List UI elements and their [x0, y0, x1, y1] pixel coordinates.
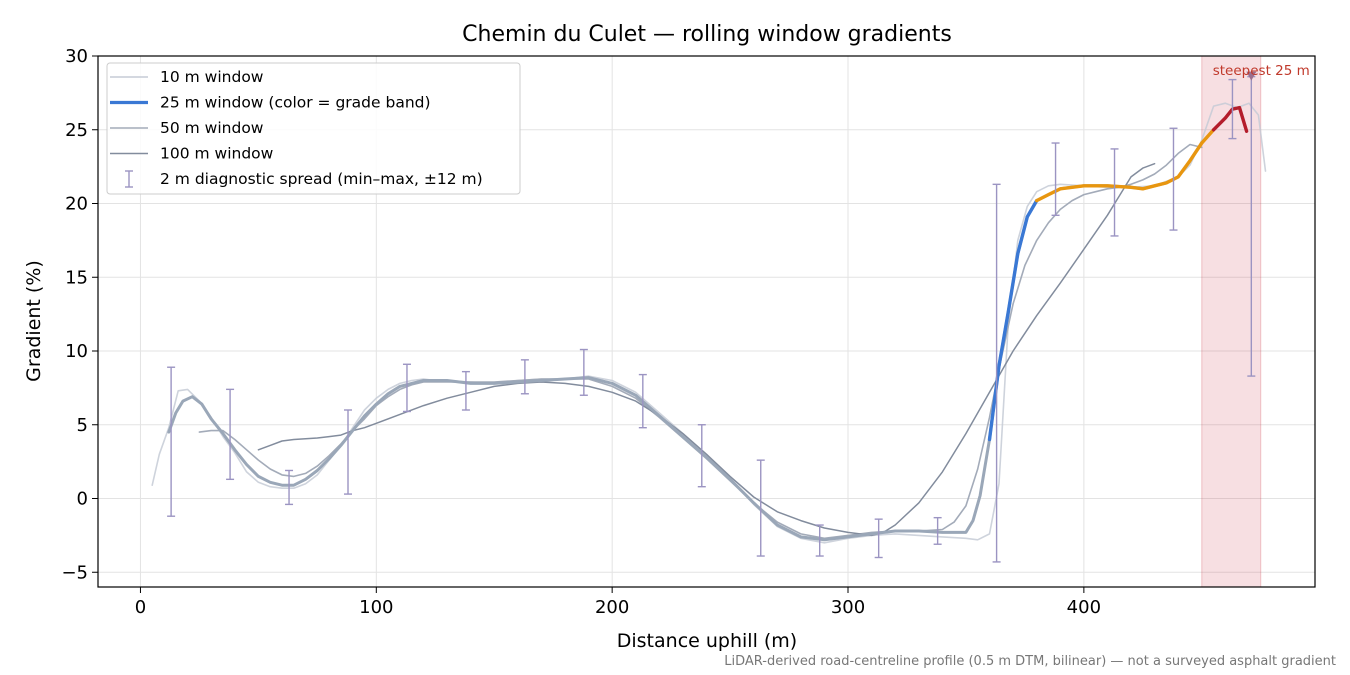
- legend-label: 100 m window: [160, 145, 274, 163]
- error-bar: [756, 459, 765, 557]
- x-tick-label: 400: [1067, 597, 1101, 618]
- error-bar: [697, 424, 706, 488]
- y-tick-label: −5: [61, 562, 88, 583]
- error-bar: [874, 518, 883, 559]
- y-tick-label: 15: [65, 267, 88, 288]
- error-bar: [933, 516, 942, 545]
- legend-item: 50 m window: [110, 119, 264, 137]
- legend-label: 50 m window: [160, 119, 264, 137]
- legend-label: 25 m window (color = grade band): [160, 94, 431, 112]
- error-bar: [1169, 127, 1178, 231]
- legend-item: 25 m window (color = grade band): [110, 94, 431, 112]
- error-bar: [226, 388, 235, 481]
- legend-label: 10 m window: [160, 68, 264, 86]
- error-bar: [344, 409, 353, 495]
- legend-item: 100 m window: [110, 145, 274, 163]
- errorbar-layer: [167, 75, 1256, 563]
- error-bar: [285, 469, 294, 506]
- error-bar: [402, 363, 411, 413]
- y-axis-title: Gradient (%): [23, 260, 45, 382]
- annotation-layer: steepest 25 m: [1213, 63, 1310, 81]
- error-bar: [815, 524, 824, 557]
- y-tick-label: 30: [65, 46, 88, 67]
- x-tick-label: 300: [831, 597, 865, 618]
- error-bar: [638, 373, 647, 429]
- x-tick-label: 200: [595, 597, 629, 618]
- x-tick-label: 100: [359, 597, 393, 618]
- y-tick-label: 25: [65, 120, 88, 141]
- plot-frame: [97, 55, 1316, 588]
- y-ticks: −5 0 5 10 15 20 25 30: [61, 46, 98, 583]
- steepest-marker: [1246, 71, 1257, 81]
- y-tick-label: 10: [65, 341, 88, 362]
- x-tick-label: 0: [135, 597, 146, 618]
- error-bar: [1110, 148, 1119, 237]
- error-bar: [167, 366, 176, 517]
- error-bar: [1051, 142, 1060, 217]
- error-bar: [1228, 78, 1237, 140]
- series-25m-band-1: [987, 198, 1039, 442]
- error-bar: [579, 348, 588, 396]
- y-tick-label: 0: [77, 489, 88, 510]
- legend-item: 10 m window: [110, 68, 264, 86]
- error-bar: [520, 359, 529, 395]
- x-axis-title: Distance uphill (m): [617, 630, 797, 652]
- error-bar: [461, 370, 470, 411]
- legend-box: [106, 62, 521, 195]
- legend-label: 2 m diagnostic spread (min–max, ±12 m): [160, 170, 483, 188]
- steepest-label: steepest 25 m: [1213, 63, 1310, 79]
- footnote: LiDAR-derived road-centreline profile (0…: [724, 654, 1336, 669]
- y-tick-label: 20: [65, 194, 88, 215]
- legend-item: 2 m diagnostic spread (min–max, ±12 m): [125, 170, 483, 188]
- series-25m-band-2: [1034, 128, 1216, 203]
- series-100m-line: [257, 162, 1156, 537]
- legend-swatch: [125, 170, 133, 188]
- y-tick-label: 5: [77, 415, 88, 436]
- series-layer: [151, 102, 1267, 544]
- error-bar: [992, 183, 1001, 563]
- legend: 10 m window 25 m window (color = grade ba…: [106, 62, 521, 195]
- chart-title: Chemin du Culet — rolling window gradien…: [462, 22, 952, 47]
- x-ticks: 0 100 200 300 400: [135, 587, 1101, 618]
